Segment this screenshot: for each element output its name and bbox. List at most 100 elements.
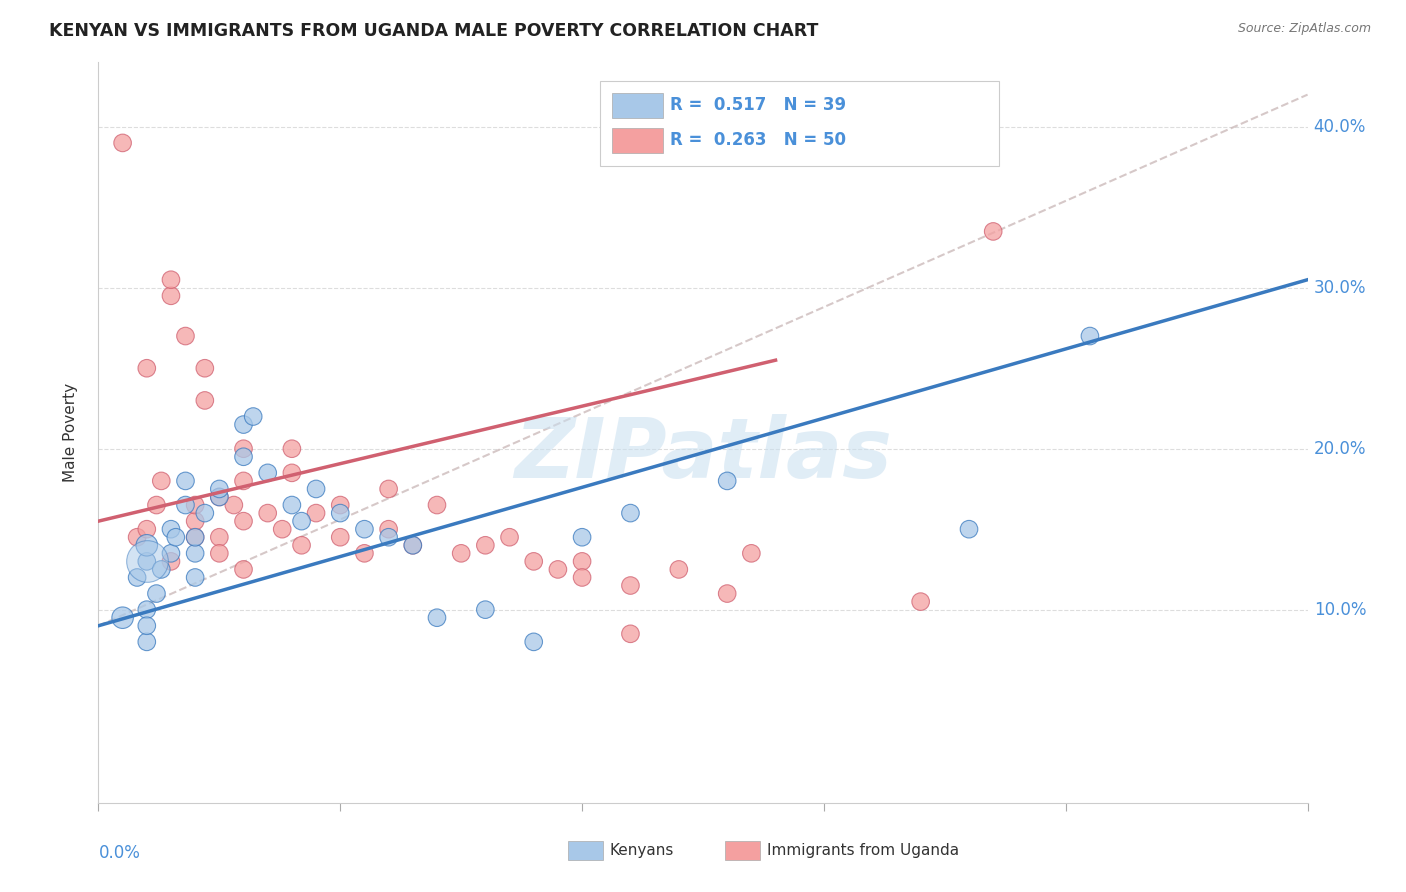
- Point: [208, 546, 231, 560]
- Point: [910, 594, 932, 608]
- Point: [145, 498, 167, 512]
- Point: [127, 570, 149, 584]
- Point: [135, 361, 157, 376]
- Point: [329, 506, 352, 520]
- Point: [111, 610, 134, 624]
- Text: 30.0%: 30.0%: [1313, 279, 1367, 297]
- Point: [281, 498, 304, 512]
- Point: [135, 522, 157, 536]
- Point: [426, 498, 449, 512]
- Point: [165, 530, 187, 544]
- Point: [474, 602, 496, 616]
- Point: [160, 546, 183, 560]
- FancyBboxPatch shape: [568, 840, 603, 860]
- Point: [232, 562, 254, 576]
- Point: [450, 546, 472, 560]
- Point: [232, 514, 254, 528]
- Point: [208, 530, 231, 544]
- Point: [194, 361, 217, 376]
- Point: [135, 619, 157, 633]
- Point: [194, 393, 217, 408]
- Point: [208, 482, 231, 496]
- Point: [571, 570, 593, 584]
- Point: [353, 522, 375, 536]
- Point: [281, 442, 304, 456]
- Text: 10.0%: 10.0%: [1313, 600, 1367, 619]
- Text: Kenyans: Kenyans: [610, 843, 675, 858]
- Point: [329, 530, 352, 544]
- Text: 20.0%: 20.0%: [1313, 440, 1367, 458]
- Point: [242, 409, 264, 424]
- Point: [150, 474, 173, 488]
- Text: Source: ZipAtlas.com: Source: ZipAtlas.com: [1237, 22, 1371, 36]
- Point: [208, 490, 231, 504]
- Point: [160, 273, 183, 287]
- Point: [281, 466, 304, 480]
- Text: KENYAN VS IMMIGRANTS FROM UGANDA MALE POVERTY CORRELATION CHART: KENYAN VS IMMIGRANTS FROM UGANDA MALE PO…: [49, 22, 818, 40]
- Point: [271, 522, 294, 536]
- Text: R =  0.263   N = 50: R = 0.263 N = 50: [671, 131, 846, 149]
- Point: [135, 554, 157, 568]
- Point: [208, 490, 231, 504]
- FancyBboxPatch shape: [613, 128, 664, 153]
- Point: [619, 627, 641, 641]
- Point: [135, 554, 157, 568]
- Point: [402, 538, 425, 552]
- Point: [194, 506, 217, 520]
- Point: [523, 554, 546, 568]
- Point: [184, 498, 207, 512]
- Point: [174, 498, 197, 512]
- Point: [716, 586, 738, 600]
- Point: [571, 530, 593, 544]
- Point: [135, 538, 157, 552]
- Point: [256, 506, 278, 520]
- Point: [474, 538, 496, 552]
- Point: [150, 562, 173, 576]
- Point: [256, 466, 278, 480]
- Point: [377, 522, 399, 536]
- Point: [127, 530, 149, 544]
- Point: [547, 562, 569, 576]
- Point: [290, 514, 312, 528]
- Point: [174, 474, 197, 488]
- Y-axis label: Male Poverty: Male Poverty: [63, 383, 77, 483]
- Point: [353, 546, 375, 560]
- Point: [232, 474, 254, 488]
- Point: [184, 514, 207, 528]
- Point: [981, 224, 1004, 238]
- Point: [305, 506, 328, 520]
- Point: [402, 538, 425, 552]
- Text: R =  0.517   N = 39: R = 0.517 N = 39: [671, 96, 846, 114]
- Point: [111, 136, 134, 150]
- Text: 0.0%: 0.0%: [98, 844, 141, 862]
- Point: [184, 570, 207, 584]
- Point: [716, 474, 738, 488]
- Point: [135, 602, 157, 616]
- Point: [184, 530, 207, 544]
- Point: [571, 554, 593, 568]
- Point: [232, 442, 254, 456]
- FancyBboxPatch shape: [613, 93, 664, 118]
- Point: [957, 522, 980, 536]
- Point: [426, 610, 449, 624]
- Point: [290, 538, 312, 552]
- FancyBboxPatch shape: [600, 81, 1000, 166]
- Point: [160, 522, 183, 536]
- Point: [619, 506, 641, 520]
- Point: [740, 546, 762, 560]
- Point: [174, 329, 197, 343]
- Point: [305, 482, 328, 496]
- Point: [377, 530, 399, 544]
- Point: [329, 498, 352, 512]
- Text: ZIPatlas: ZIPatlas: [515, 414, 891, 495]
- Point: [160, 289, 183, 303]
- Point: [619, 578, 641, 592]
- Point: [145, 586, 167, 600]
- Point: [222, 498, 245, 512]
- Point: [498, 530, 520, 544]
- Point: [184, 530, 207, 544]
- Point: [1078, 329, 1101, 343]
- Point: [523, 635, 546, 649]
- Point: [135, 635, 157, 649]
- Point: [377, 482, 399, 496]
